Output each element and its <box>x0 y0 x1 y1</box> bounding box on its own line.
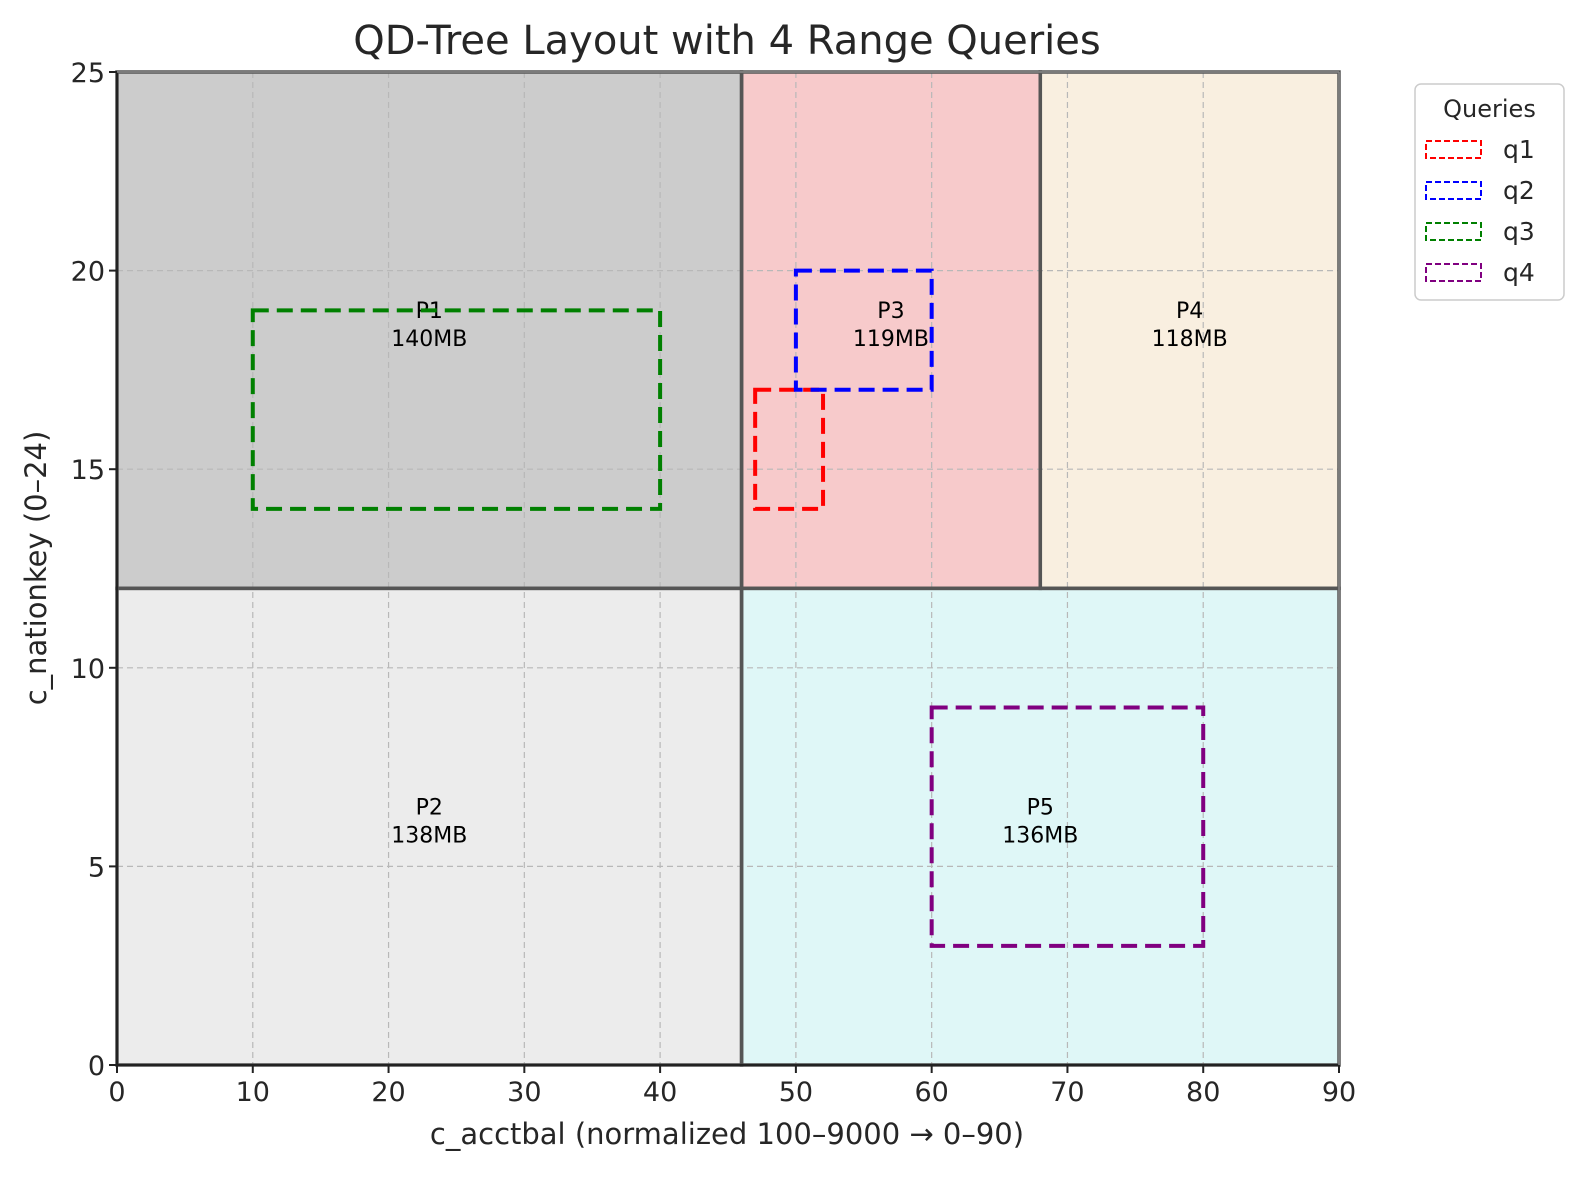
query-rect-q3 <box>250 308 663 511</box>
partition-size-label: 136MB <box>1002 824 1078 849</box>
y-tick-label: 10 <box>71 654 105 685</box>
x-tick-label: 70 <box>1050 1077 1084 1108</box>
partition-p4 <box>1040 72 1339 589</box>
legend-title: Queries <box>1443 95 1536 123</box>
query-rect-q4 <box>929 705 1206 948</box>
y-tick-label: 20 <box>71 257 105 288</box>
y-tick-label: 25 <box>71 58 105 89</box>
partition-name-label: P4 <box>1176 299 1203 324</box>
legend-label-q4: q4 <box>1503 258 1535 287</box>
x-tick-label: 0 <box>108 1077 125 1108</box>
legend: Queries q1 q2 q3 q4 <box>1414 83 1565 301</box>
partition-size-label: 140MB <box>391 327 467 352</box>
x-tick-label: 60 <box>914 1077 948 1108</box>
partition-size-label: 119MB <box>853 327 929 352</box>
legend-swatch-q3 <box>1425 222 1482 241</box>
partition-name-label: P3 <box>877 299 904 324</box>
partition-name-label: P2 <box>416 796 443 821</box>
x-tick-label: 80 <box>1186 1077 1220 1108</box>
x-tick-label: 20 <box>371 1077 405 1108</box>
x-tick-label: 90 <box>1322 1077 1356 1108</box>
partition-size-label: 138MB <box>391 824 467 849</box>
legend-swatch-q4 <box>1425 263 1482 282</box>
x-tick-label: 50 <box>779 1077 813 1108</box>
legend-label-q2: q2 <box>1503 176 1535 205</box>
legend-label-q1: q1 <box>1503 135 1535 164</box>
x-tick-label: 40 <box>643 1077 677 1108</box>
y-tick-label: 5 <box>88 852 105 883</box>
legend-swatch-q1 <box>1425 140 1482 159</box>
query-rect-q1 <box>753 387 826 511</box>
x-axis-label: c_acctbal (normalized 100–9000 → 0–90) <box>430 1117 1024 1151</box>
x-tick-label: 30 <box>507 1077 541 1108</box>
partition-p1 <box>117 72 742 589</box>
query-rect-q2 <box>793 268 934 392</box>
chart-title: QD-Tree Layout with 4 Range Queries <box>353 18 1100 64</box>
legend-swatch-q2 <box>1425 181 1482 200</box>
legend-label-q3: q3 <box>1503 217 1535 246</box>
partition-name-label: P5 <box>1027 796 1054 821</box>
legend-box <box>1414 83 1565 301</box>
y-axis-label: c_nationkey (0–24) <box>19 431 53 706</box>
partition-size-label: 118MB <box>1152 327 1228 352</box>
x-tick-label: 10 <box>236 1077 270 1108</box>
y-tick-label: 15 <box>71 455 105 486</box>
partition-p3 <box>741 72 1041 589</box>
y-tick-label: 0 <box>88 1051 105 1082</box>
